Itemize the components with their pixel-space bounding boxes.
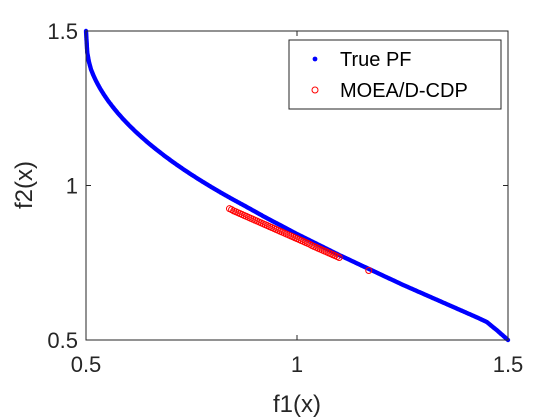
legend: True PF MOEA/D-CDP (288, 39, 502, 110)
moead-cdp-point (335, 253, 343, 261)
moead-cdp-point (365, 266, 373, 274)
y-axis-ticks: 0.5 1 1.5 (47, 19, 508, 353)
y-tick-label: 1 (66, 174, 78, 199)
y-axis-label: f2(x) (11, 161, 38, 209)
legend-marker-true-pf (312, 56, 318, 62)
x-axis-label: f1(x) (273, 391, 321, 418)
legend-label-moead-cdp: MOEA/D-CDP (340, 80, 468, 102)
true-pf-points (83, 28, 511, 343)
x-tick-label: 1.5 (493, 352, 524, 377)
moead-cdp-points (225, 205, 373, 274)
y-tick-label: 1.5 (47, 19, 78, 44)
x-axis-ticks: 0.5 1 1.5 (71, 31, 524, 377)
legend-marker-moead-cdp (311, 86, 319, 94)
legend-box (288, 39, 502, 110)
x-tick-label: 0.5 (71, 352, 102, 377)
x-tick-label: 1 (291, 352, 303, 377)
y-tick-label: 0.5 (47, 328, 78, 353)
legend-label-true-pf: True PF (340, 49, 412, 71)
